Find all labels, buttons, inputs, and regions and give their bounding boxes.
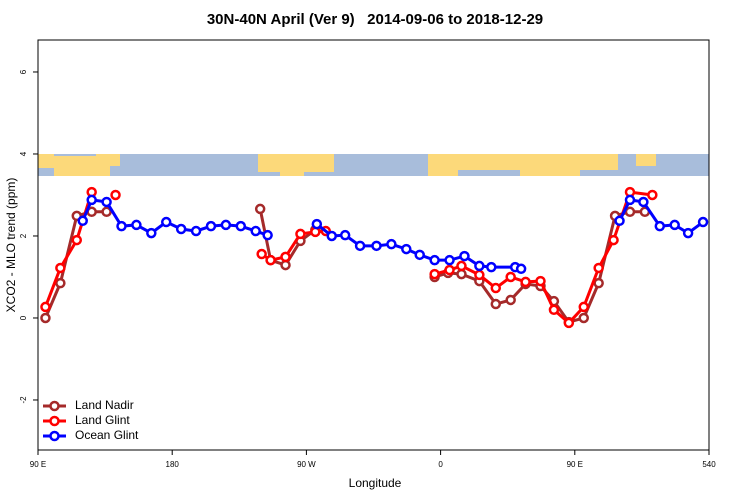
y-tick-label: 6 bbox=[19, 69, 28, 74]
data-point bbox=[86, 194, 97, 206]
data-point bbox=[593, 277, 604, 289]
data-point bbox=[40, 301, 51, 313]
data-point bbox=[116, 220, 127, 232]
data-point bbox=[647, 189, 658, 201]
data-point bbox=[444, 254, 455, 266]
data-point bbox=[250, 225, 261, 237]
data-point bbox=[265, 254, 276, 266]
data-point bbox=[474, 269, 485, 281]
data-point bbox=[520, 276, 531, 288]
data-point bbox=[669, 219, 680, 231]
data-point bbox=[262, 229, 273, 241]
data-point bbox=[697, 216, 709, 228]
data-point bbox=[444, 264, 455, 276]
data-point bbox=[339, 229, 351, 241]
data-point bbox=[280, 251, 291, 263]
data-point bbox=[101, 196, 112, 208]
data-point bbox=[429, 268, 440, 280]
data-point bbox=[486, 261, 497, 273]
data-point bbox=[326, 230, 337, 242]
x-tick-label: 90 E bbox=[30, 460, 46, 469]
data-point bbox=[614, 215, 625, 227]
data-point bbox=[401, 243, 412, 255]
plot-frame bbox=[37, 39, 710, 451]
x-tick-label: 0 bbox=[438, 460, 443, 469]
x-axis-label: Longitude bbox=[349, 476, 402, 490]
data-point bbox=[505, 294, 516, 306]
legend-label: Ocean Glint bbox=[75, 428, 139, 442]
y-axis-label: XCO2 - MLO trend (ppm) bbox=[4, 178, 18, 313]
data-point bbox=[654, 220, 666, 232]
y-tick-label: 2 bbox=[19, 233, 28, 238]
data-point bbox=[110, 189, 121, 201]
data-point bbox=[624, 194, 636, 206]
x-tick-label: 540 bbox=[702, 460, 716, 469]
data-point bbox=[235, 220, 247, 232]
x-tick-label: 180 bbox=[166, 460, 180, 469]
data-point bbox=[55, 262, 66, 274]
data-point bbox=[535, 275, 546, 287]
data-point bbox=[190, 225, 202, 237]
data-point bbox=[254, 203, 266, 215]
data-point bbox=[429, 254, 440, 266]
series-line bbox=[44, 190, 653, 325]
data-point bbox=[280, 259, 291, 271]
data-point bbox=[490, 298, 502, 310]
data-point bbox=[175, 223, 187, 235]
data-point bbox=[638, 196, 649, 208]
data-point bbox=[608, 234, 619, 246]
data-point bbox=[205, 220, 217, 232]
data-point bbox=[578, 301, 589, 313]
data-point bbox=[474, 260, 485, 272]
data-point bbox=[682, 227, 694, 239]
data-point bbox=[256, 248, 267, 260]
data-point bbox=[371, 240, 382, 252]
data-point bbox=[40, 312, 51, 324]
legend-marker bbox=[49, 400, 60, 412]
data-point bbox=[220, 219, 232, 231]
data-point bbox=[593, 262, 604, 274]
data-point bbox=[624, 206, 636, 218]
data-point bbox=[548, 304, 560, 316]
chart-title: 30N-40N April (Ver 9) 2014-09-06 to 2018… bbox=[207, 11, 543, 28]
data-point bbox=[505, 271, 516, 283]
data-point bbox=[146, 227, 157, 239]
data-point bbox=[456, 268, 467, 280]
data-point bbox=[295, 228, 306, 240]
data-point bbox=[515, 263, 527, 275]
data-point bbox=[414, 249, 425, 261]
data-point bbox=[71, 234, 83, 246]
data-point bbox=[459, 250, 470, 262]
data-point bbox=[131, 219, 142, 231]
legend-marker bbox=[49, 415, 60, 427]
y-tick-label: 0 bbox=[19, 315, 28, 320]
data-point bbox=[490, 282, 502, 294]
x-tick-label: 90 E bbox=[567, 460, 583, 469]
data-point bbox=[563, 317, 575, 329]
x-tick-label: 90 W bbox=[297, 460, 316, 469]
data-point bbox=[354, 240, 366, 252]
data-point bbox=[578, 312, 589, 324]
legend-label: Land Glint bbox=[75, 413, 130, 427]
y-tick-label: -2 bbox=[19, 396, 28, 404]
data-point bbox=[77, 215, 88, 227]
legend-label: Land Nadir bbox=[75, 398, 134, 412]
data-point bbox=[101, 206, 112, 218]
y-tick-label: 4 bbox=[19, 151, 28, 156]
data-point bbox=[311, 218, 323, 230]
data-point bbox=[456, 260, 467, 272]
data-point bbox=[160, 216, 172, 228]
data-point bbox=[55, 277, 66, 289]
legend-marker bbox=[49, 430, 60, 442]
data-point bbox=[386, 238, 397, 250]
world-map-strip bbox=[38, 154, 709, 176]
